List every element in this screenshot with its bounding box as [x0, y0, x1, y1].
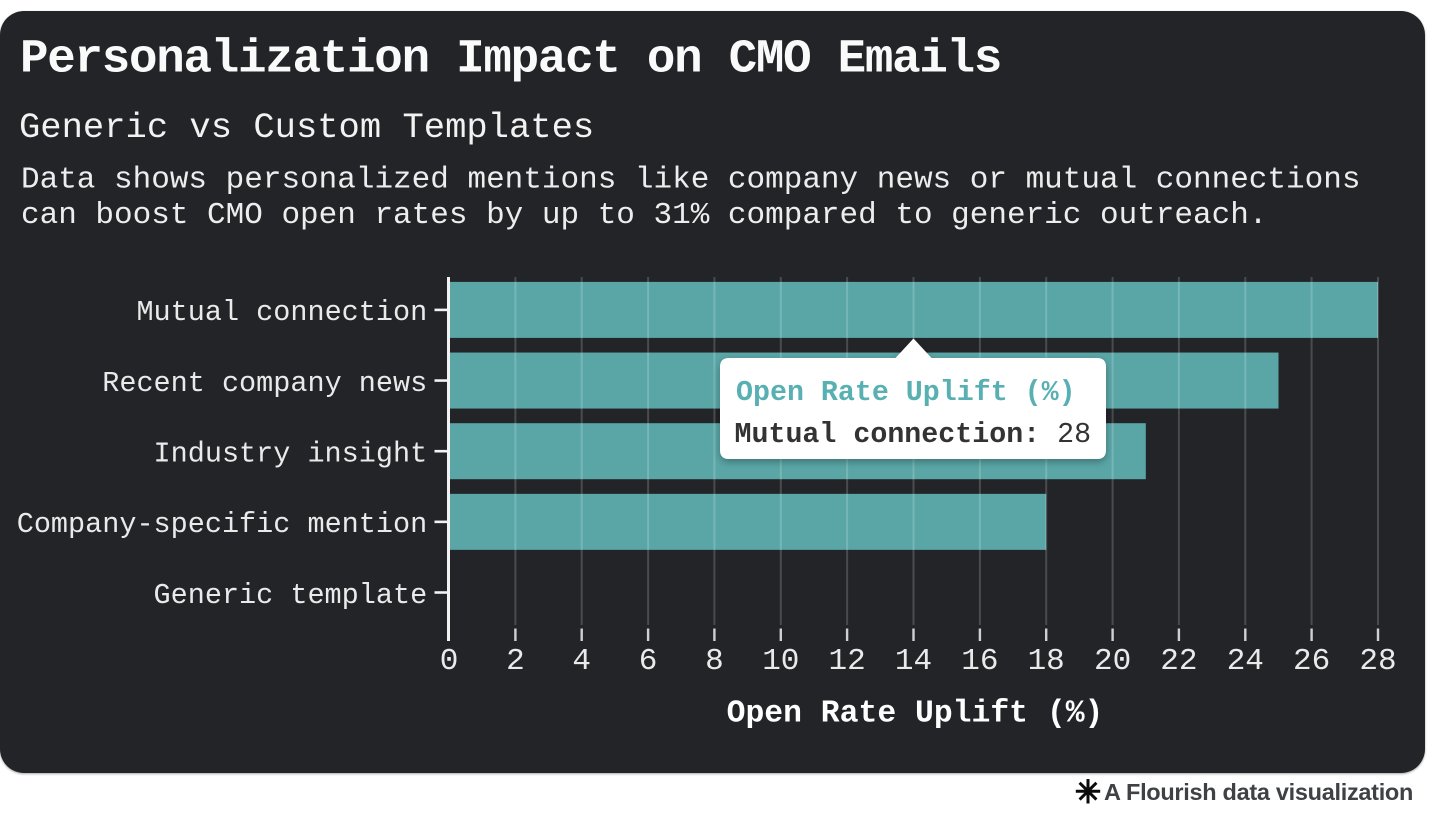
svg-text:16: 16 [961, 644, 998, 679]
svg-text:Open Rate Uplift (%): Open Rate Uplift (%) [736, 377, 1076, 409]
svg-text:Data shows personalized mentio: Data shows personalized mentions like co… [21, 163, 1360, 198]
svg-text:Generic template: Generic template [154, 579, 428, 612]
svg-text:2: 2 [506, 644, 525, 679]
svg-text:Open Rate Uplift (%): Open Rate Uplift (%) [727, 697, 1104, 732]
svg-text:4: 4 [572, 644, 591, 679]
svg-text:18: 18 [1028, 644, 1065, 679]
svg-text:8: 8 [705, 644, 724, 679]
svg-text:20: 20 [1094, 644, 1131, 679]
svg-text:0: 0 [440, 644, 459, 679]
svg-text:Company-specific mention: Company-specific mention [17, 508, 427, 541]
svg-text:28: 28 [1359, 644, 1396, 679]
svg-text:A Flourish data visualization: A Flourish data visualization [1104, 779, 1413, 805]
svg-text:Recent company news: Recent company news [102, 367, 427, 400]
svg-text:6: 6 [639, 644, 658, 679]
svg-text:Mutual connection: 28: Mutual connection: 28 [735, 419, 1092, 451]
svg-text:Personalization Impact on CMO: Personalization Impact on CMO Emails [20, 33, 1001, 87]
svg-text:Industry insight: Industry insight [154, 438, 428, 471]
svg-text:Mutual connection: Mutual connection [136, 296, 427, 329]
svg-text:12: 12 [828, 644, 865, 679]
svg-text:24: 24 [1227, 644, 1264, 679]
svg-text:14: 14 [895, 644, 932, 679]
svg-text:can boost CMO open rates by up: can boost CMO open rates by up to 31% co… [21, 198, 1267, 233]
svg-text:10: 10 [762, 644, 799, 679]
svg-text:22: 22 [1160, 644, 1197, 679]
svg-text:Generic vs Custom Templates: Generic vs Custom Templates [19, 107, 594, 148]
svg-text:26: 26 [1293, 644, 1330, 679]
